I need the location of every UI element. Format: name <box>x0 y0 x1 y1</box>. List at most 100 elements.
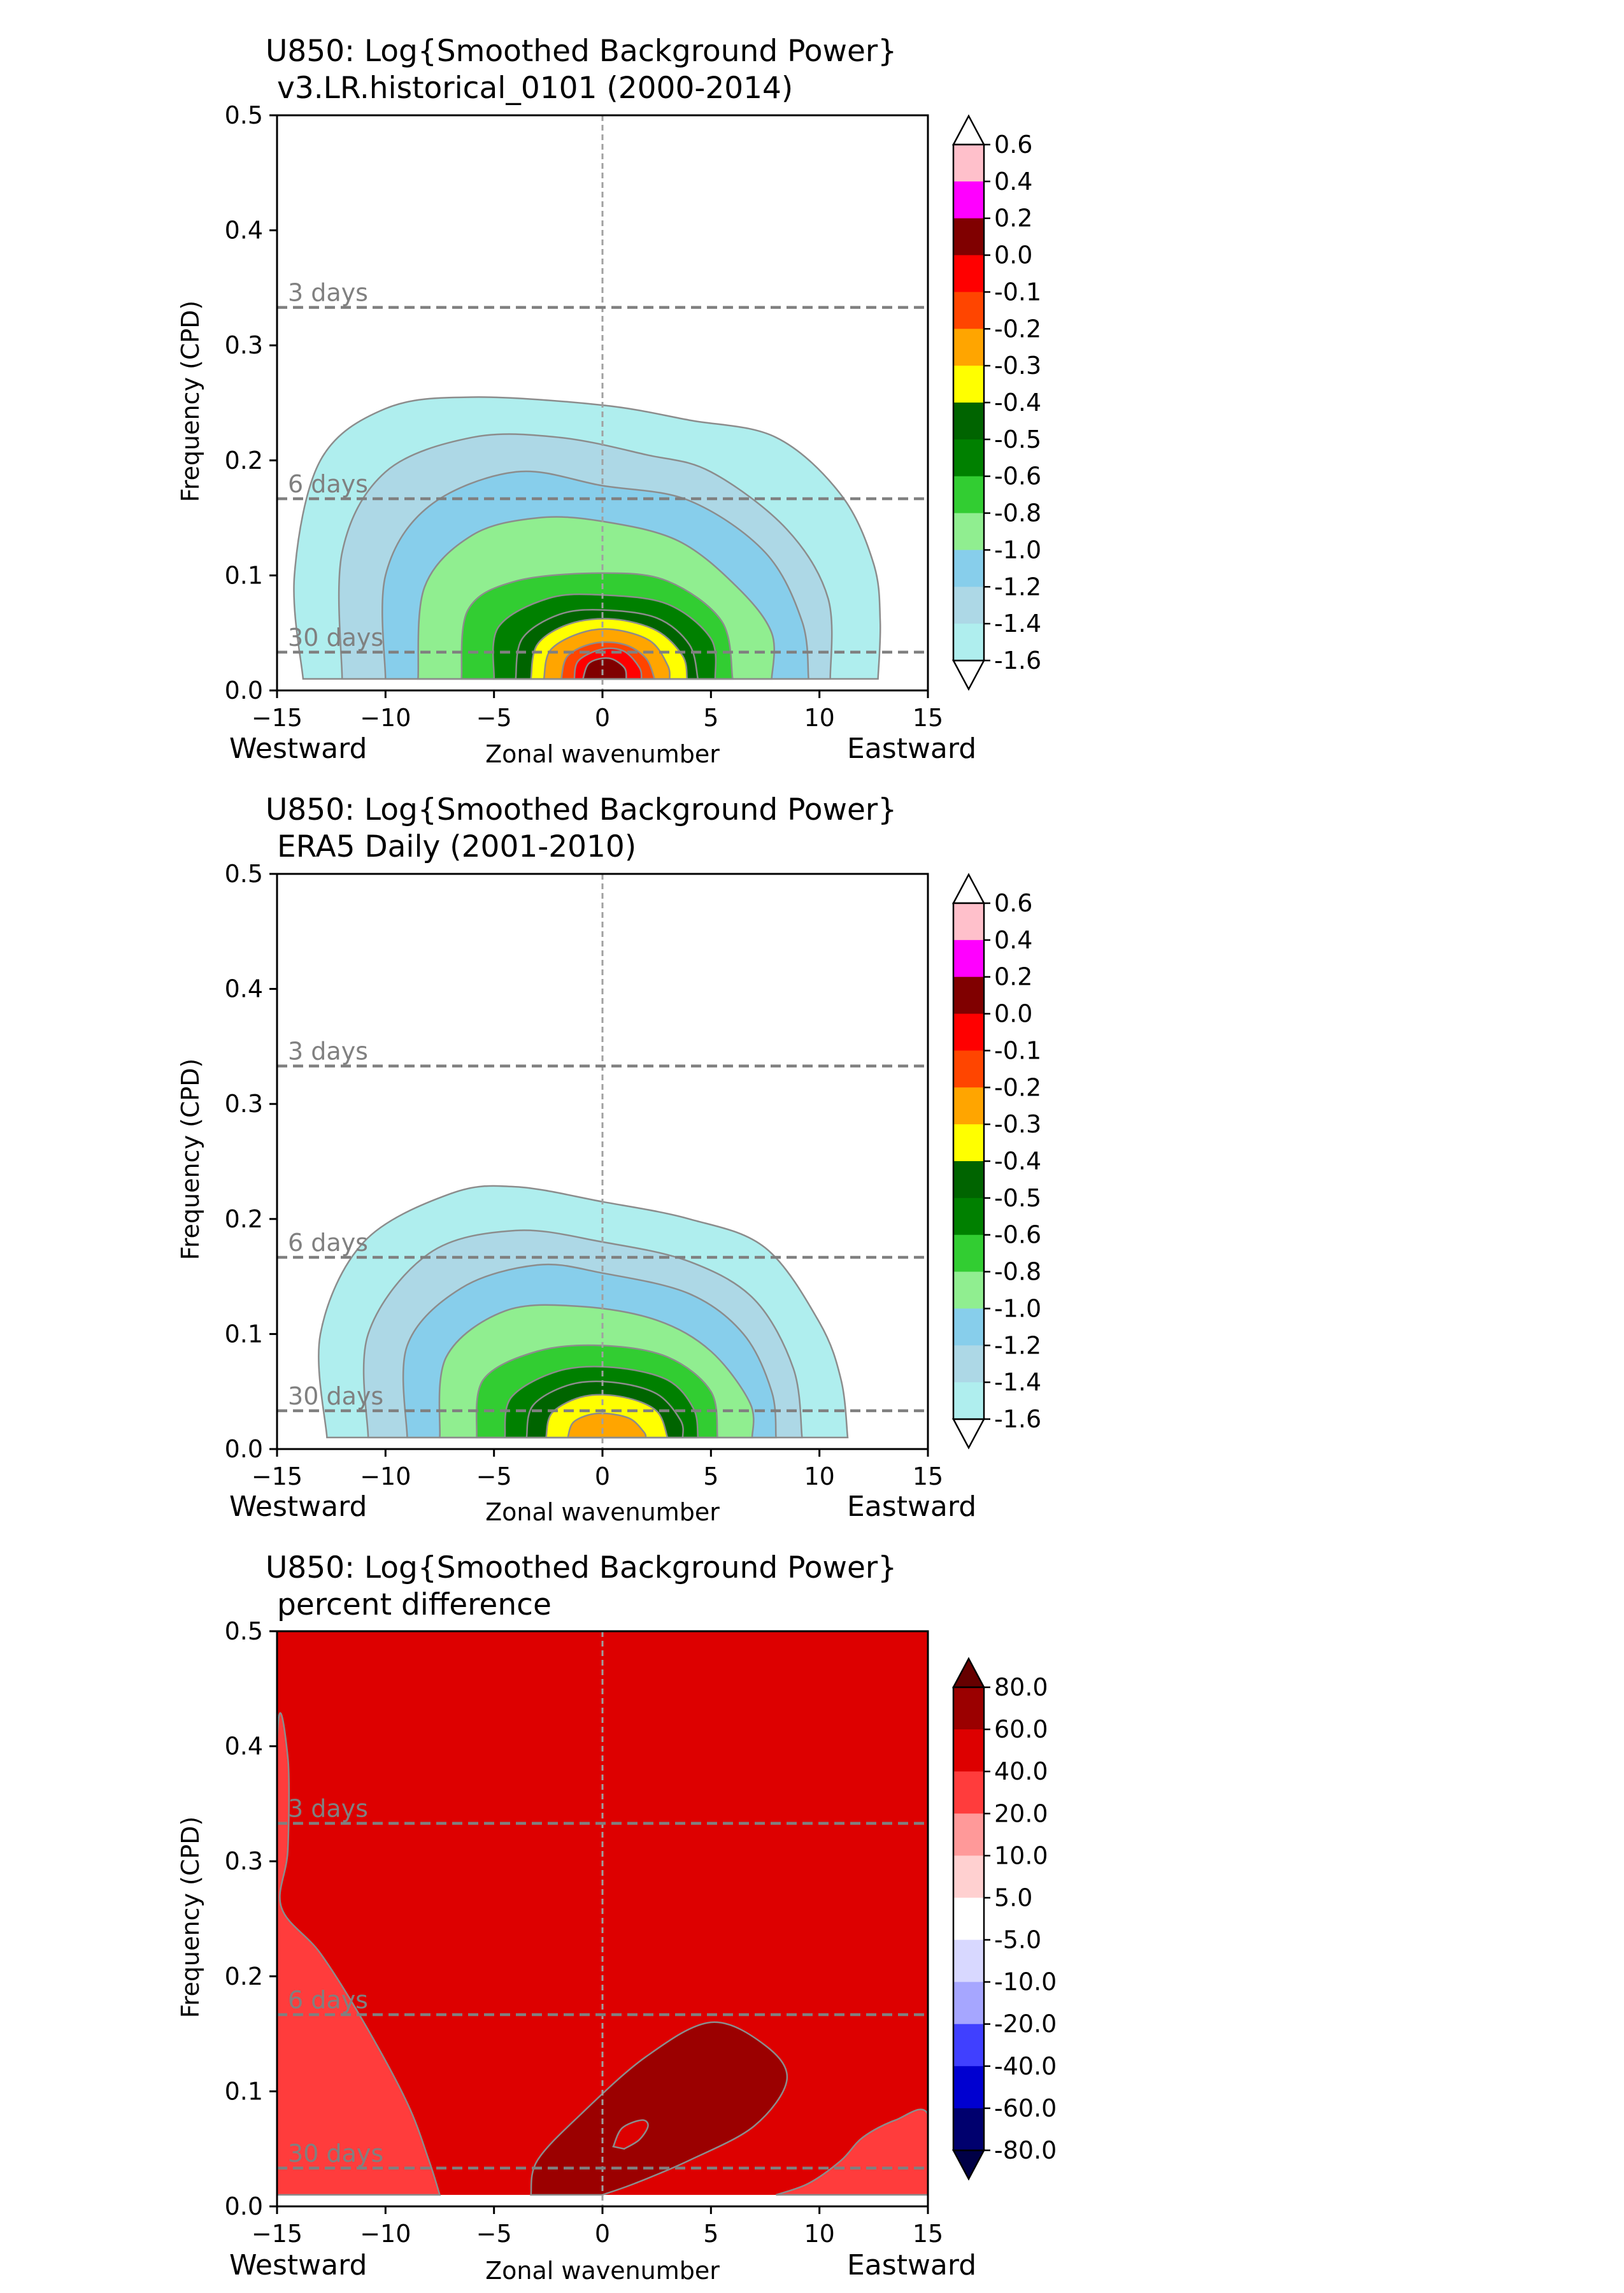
colorbar-tick-label: -80.0 <box>994 2136 1057 2164</box>
y-tick-label: 0.4 <box>225 975 263 1003</box>
colorbar-tick-label: -1.4 <box>994 610 1041 638</box>
period-line-label-2: 30 days <box>288 624 383 652</box>
x-axis-label: Zonal wavenumber <box>485 1498 720 1526</box>
colorbar-swatch-2 <box>953 218 984 256</box>
colorbar-tick-label: -40.0 <box>994 2052 1057 2080</box>
colorbar-tick-label: -0.5 <box>994 425 1041 454</box>
colorbar-swatch-6 <box>953 1124 984 1162</box>
colorbar-swatch-1 <box>953 181 984 219</box>
y-tick-label: 0.2 <box>225 1205 263 1233</box>
contour-fill-level-8 <box>566 1412 647 1439</box>
x-tick-label: −10 <box>360 704 411 732</box>
colorbar-swatch-1 <box>953 1729 984 1772</box>
contour-fill-level-11 <box>581 657 628 680</box>
colorbar-swatch-2 <box>953 1771 984 1814</box>
x-tick-label: 5 <box>703 1462 718 1490</box>
y-tick-label: 0.2 <box>225 446 263 475</box>
chart-title-line2: percent difference <box>277 1587 552 1622</box>
contour-fill-level-0 <box>277 1712 441 2196</box>
colorbar: 0.6 0.4 0.2 0.0 -0.1 -0.2 -0.3 -0.4 -0.5 -0.6 -0.8… <box>951 114 1041 691</box>
colorbar-tick-label: -1.0 <box>994 1294 1041 1322</box>
contour-layer <box>293 396 881 680</box>
x-tick-label: −15 <box>252 704 303 732</box>
y-tick-label: 0.3 <box>225 1090 263 1118</box>
colorbar-tick-label: 0.4 <box>994 168 1032 196</box>
colorbar-tick-label: -10.0 <box>994 1968 1057 1996</box>
direction-right-label: Eastward <box>847 1490 976 1523</box>
x-tick-label: −10 <box>360 2220 411 2248</box>
y-tick-label: 0.0 <box>225 2192 263 2220</box>
colorbar-swatch-3 <box>953 1813 984 1856</box>
colorbar-tick-label: -0.2 <box>994 1073 1041 1101</box>
y-tick-label: 0.0 <box>225 1435 263 1463</box>
colorbar-swatch-9 <box>953 476 984 514</box>
direction-left-label: Westward <box>229 2249 367 2282</box>
colorbar-swatch-12 <box>953 1345 984 1383</box>
period-line-label-0: 3 days <box>288 279 368 307</box>
colorbar-swatch-3 <box>953 255 984 292</box>
colorbar-swatch-11 <box>953 550 984 587</box>
x-tick-label: 5 <box>703 704 718 732</box>
x-tick-label: 10 <box>804 2220 834 2248</box>
x-tick-label: −5 <box>476 1462 512 1490</box>
direction-right-label: Eastward <box>847 2249 976 2282</box>
colorbar-swatch-10 <box>953 1271 984 1309</box>
chart-title-line1: U850: Log{Smoothed Background Power} <box>266 1550 897 1585</box>
chart-title-line1: U850: Log{Smoothed Background Power} <box>266 34 897 69</box>
colorbar-tick-label: -1.2 <box>994 1331 1041 1359</box>
colorbar-swatch-9 <box>953 1234 984 1273</box>
period-line-label-0: 3 days <box>288 1038 368 1066</box>
colorbar-tick-label: -0.6 <box>994 1221 1041 1249</box>
chart-title-line1: U850: Log{Smoothed Background Power} <box>266 792 897 827</box>
x-tick-label: −15 <box>252 2220 303 2248</box>
colorbar-swatch-10 <box>953 513 984 550</box>
plot-area: 3 days 6 days 30 days −15 −10 −5 0 5 10 15 0.0 0.1 0… <box>225 860 944 1490</box>
contour-fill-level-3 <box>612 2119 649 2150</box>
colorbar-swatch-13 <box>953 624 984 661</box>
panel-1: U850: Log{Smoothed Background Power} v3.… <box>176 34 1041 768</box>
colorbar-swatch-5 <box>953 1897 984 1941</box>
colorbar-tick-label: -0.1 <box>994 278 1041 306</box>
y-tick-label: 0.5 <box>225 860 263 888</box>
colorbar-swatch-8 <box>953 2024 984 2067</box>
y-tick-label: 0.3 <box>225 1847 263 1875</box>
chart-title-line2: ERA5 Daily (2001-2010) <box>277 829 636 864</box>
colorbar-tick-label: 0.0 <box>994 1000 1032 1028</box>
x-tick-label: 0 <box>595 2220 610 2248</box>
colorbar-swatch-5 <box>953 1087 984 1125</box>
colorbar-tick-label: -0.4 <box>994 1147 1041 1175</box>
y-tick-label: 0.3 <box>225 331 263 359</box>
colorbar-tick-label: -1.6 <box>994 646 1041 675</box>
plot-area: 3 days 6 days 30 days −15 −10 −5 0 5 10 15 0.0 0.1 0… <box>225 101 944 732</box>
colorbar-swatch-9 <box>953 2066 984 2109</box>
x-tick-label: 5 <box>703 2220 718 2248</box>
colorbar-tick-label: -1.4 <box>994 1368 1041 1396</box>
colorbar-tick-label: 0.6 <box>994 131 1032 159</box>
x-tick-label: 15 <box>913 704 943 732</box>
direction-left-label: Westward <box>229 1490 367 1523</box>
colorbar: 80.0 60.0 40.0 20.0 10.0 5.0 -5.0 -10.0 -20.0 -40… <box>951 1657 1057 2181</box>
contour-fill-level-2 <box>530 2021 788 2196</box>
colorbar-tick-label: 10.0 <box>994 1841 1048 1869</box>
x-axis-label: Zonal wavenumber <box>485 2257 720 2285</box>
colorbar-swatch-6 <box>953 1939 984 1983</box>
colorbar-tick-label: -0.8 <box>994 499 1041 527</box>
colorbar-swatch-6 <box>953 366 984 403</box>
colorbar-swatch-7 <box>953 1982 984 2025</box>
colorbar-swatch-5 <box>953 329 984 366</box>
period-line-label-1: 6 days <box>288 470 368 498</box>
colorbar-tick-label: -0.3 <box>994 352 1041 380</box>
colorbar-tick-label: -5.0 <box>994 1926 1041 1954</box>
colorbar-swatch-1 <box>953 939 984 978</box>
period-line-label-1: 6 days <box>288 1229 368 1257</box>
x-tick-label: 10 <box>804 704 834 732</box>
colorbar: 0.6 0.4 0.2 0.0 -0.1 -0.2 -0.3 -0.4 -0.5 -0.6 -0.8… <box>951 873 1041 1450</box>
y-tick-label: 0.1 <box>225 2077 263 2105</box>
x-tick-label: 15 <box>913 2220 943 2248</box>
colorbar-swatch-3 <box>953 1013 984 1051</box>
colorbar-tick-label: 5.0 <box>994 1883 1032 1911</box>
x-tick-label: 0 <box>595 704 610 732</box>
y-tick-label: 0.4 <box>225 217 263 245</box>
y-tick-label: 0.4 <box>225 1732 263 1761</box>
